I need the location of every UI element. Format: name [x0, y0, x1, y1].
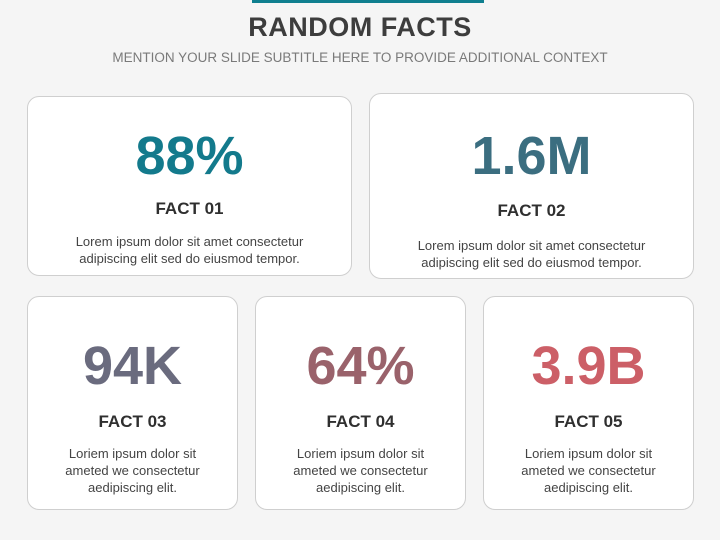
fact-description: Loriem ipsum dolor sit ameted we consect… — [521, 446, 656, 495]
fact-label: FACT 01 — [155, 199, 224, 218]
fact-description: Loriem ipsum dolor sit ameted we consect… — [293, 446, 428, 495]
fact-value: 88% — [135, 126, 244, 186]
fact-description: Lorem ipsum dolor sit amet consectetur a… — [75, 234, 304, 266]
fact-label: FACT 03 — [98, 412, 167, 431]
fact-card-04: 64% FACT 04 Loriem ipsum dolor sit amete… — [255, 296, 466, 510]
fact-description: Lorem ipsum dolor sit amet consectetur a… — [417, 238, 646, 270]
fact-card-01: 88% FACT 01 Lorem ipsum dolor sit amet c… — [27, 96, 352, 276]
fact-card-02: 1.6M FACT 02 Lorem ipsum dolor sit amet … — [369, 93, 694, 279]
slide-title: RANDOM FACTS — [248, 12, 472, 42]
fact-card-05: 3.9B FACT 05 Loriem ipsum dolor sit amet… — [483, 296, 694, 510]
fact-label: FACT 05 — [554, 412, 623, 431]
fact-description: Loriem ipsum dolor sit ameted we consect… — [65, 446, 200, 495]
fact-value: 94K — [82, 336, 183, 396]
fact-card-03: 94K FACT 03 Loriem ipsum dolor sit amete… — [27, 296, 238, 510]
fact-value: 1.6M — [471, 126, 592, 186]
slide-subtitle: MENTION YOUR SLIDE SUBTITLE HERE TO PROV… — [112, 50, 608, 65]
fact-value: 64% — [306, 336, 415, 396]
fact-label: FACT 04 — [326, 412, 395, 431]
accent-bar — [252, 0, 484, 3]
fact-label: FACT 02 — [497, 201, 566, 220]
fact-value: 3.9B — [531, 336, 646, 396]
